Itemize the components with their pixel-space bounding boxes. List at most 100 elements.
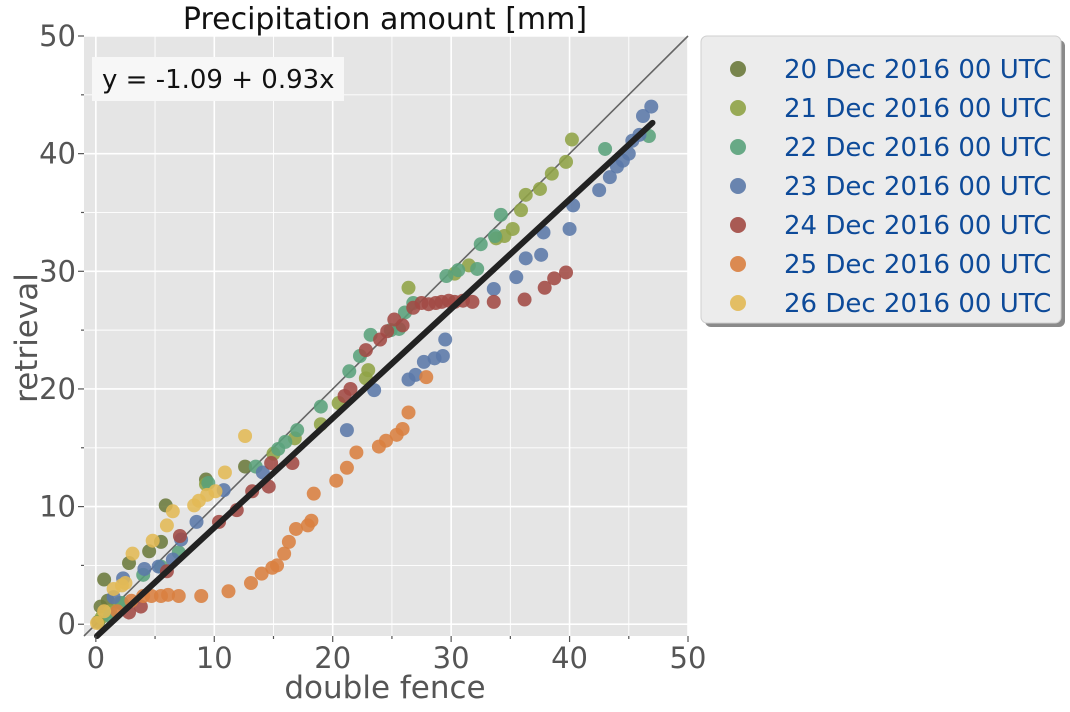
- data-point: [509, 270, 524, 285]
- series-7: [90, 429, 253, 631]
- data-point: [161, 587, 176, 602]
- legend-marker: [730, 139, 746, 155]
- x-axis-title: double fence: [284, 670, 485, 706]
- x-tick-label: 10: [196, 641, 233, 675]
- legend-item: 24 Dec 2016 00 UTC: [730, 211, 1051, 241]
- legend-marker: [730, 217, 746, 233]
- legend-label: 20 Dec 2016 00 UTC: [784, 55, 1051, 85]
- data-point: [194, 589, 209, 603]
- legend-label: 23 Dec 2016 00 UTC: [784, 172, 1051, 202]
- legend-item: 26 Dec 2016 00 UTC: [730, 289, 1051, 319]
- x-tick-label: 50: [670, 641, 707, 675]
- x-tick-labels: 0 10 20 30 40 50: [87, 641, 707, 675]
- annotation-text: y = -1.09 + 0.93x: [102, 65, 335, 95]
- data-point: [165, 504, 180, 519]
- legend-item: 23 Dec 2016 00 UTC: [730, 172, 1051, 202]
- legend-items: 20 Dec 2016 00 UTC 21 Dec 2016 00 UTC 22 D…: [730, 55, 1051, 319]
- legend: 20 Dec 2016 00 UTC 21 Dec 2016 00 UTC 22 D…: [700, 35, 1065, 327]
- data-point: [90, 616, 105, 631]
- data-point: [343, 381, 358, 396]
- data-point: [473, 237, 488, 252]
- legend-marker: [730, 100, 746, 116]
- data-point: [306, 486, 321, 501]
- data-point: [189, 514, 204, 529]
- x-tick-label: 40: [551, 641, 588, 675]
- data-point: [559, 265, 574, 280]
- legend-label: 24 Dec 2016 00 UTC: [784, 211, 1051, 241]
- data-point: [537, 280, 552, 295]
- legend-item: 20 Dec 2016 00 UTC: [730, 55, 1051, 85]
- data-point: [544, 166, 559, 181]
- legend-marker: [730, 295, 746, 311]
- data-point: [602, 170, 617, 185]
- data-point: [395, 318, 410, 333]
- y-tick-label: 30: [39, 254, 76, 288]
- data-point: [125, 546, 140, 561]
- data-point: [465, 294, 480, 309]
- legend-label: 21 Dec 2016 00 UTC: [784, 94, 1051, 124]
- data-point: [534, 247, 549, 262]
- data-point: [172, 529, 187, 543]
- x-tick-label: 20: [314, 641, 351, 675]
- data-point: [142, 544, 157, 559]
- data-point: [221, 584, 236, 599]
- data-point: [408, 367, 423, 382]
- data-point: [339, 423, 354, 438]
- data-point: [238, 459, 253, 474]
- data-point: [380, 324, 395, 339]
- data-point: [277, 546, 292, 561]
- data-point: [439, 269, 454, 283]
- data-point: [438, 332, 453, 347]
- y-tick-label: 50: [39, 19, 76, 53]
- legend-label: 26 Dec 2016 00 UTC: [784, 289, 1051, 319]
- y-tick-label: 0: [58, 607, 76, 641]
- y-axis-title: retrieval: [9, 273, 45, 403]
- data-point: [118, 576, 133, 591]
- data-point: [238, 429, 253, 443]
- y-tick-labels: 0 10 20 30 40 50: [39, 19, 76, 641]
- data-point: [254, 566, 269, 581]
- data-point: [401, 280, 416, 295]
- legend-label: 22 Dec 2016 00 UTC: [784, 133, 1051, 163]
- data-point: [270, 558, 285, 573]
- data-point: [562, 221, 577, 236]
- data-point: [379, 433, 393, 448]
- legend-item: 21 Dec 2016 00 UTC: [730, 94, 1051, 124]
- data-point: [592, 183, 607, 198]
- data-point: [598, 141, 613, 156]
- data-point: [487, 229, 502, 243]
- data-point: [288, 521, 303, 536]
- legend-marker: [730, 61, 746, 77]
- data-point: [171, 589, 186, 603]
- data-point: [208, 484, 223, 499]
- data-point: [395, 421, 410, 436]
- data-point: [145, 533, 160, 548]
- data-point: [518, 187, 533, 202]
- data-point: [304, 513, 319, 528]
- data-points-layer: [90, 99, 659, 631]
- data-point: [532, 181, 547, 196]
- data-point: [358, 343, 373, 358]
- data-point: [97, 604, 112, 619]
- data-point: [349, 445, 364, 460]
- data-point: [401, 405, 416, 420]
- x-tick-label: 0: [87, 641, 105, 675]
- data-point: [518, 251, 533, 266]
- data-point: [517, 292, 532, 307]
- x-tick-label: 30: [433, 641, 470, 675]
- data-point: [159, 518, 174, 533]
- data-point: [644, 99, 659, 114]
- data-point: [217, 465, 232, 480]
- data-point: [451, 263, 466, 278]
- data-point: [547, 271, 562, 286]
- data-point: [486, 294, 501, 309]
- data-point: [264, 456, 279, 471]
- data-point: [243, 576, 258, 591]
- data-point: [435, 349, 450, 363]
- data-point: [339, 460, 354, 475]
- data-point: [514, 203, 529, 218]
- data-point: [493, 207, 508, 222]
- legend-label: 25 Dec 2016 00 UTC: [784, 250, 1051, 280]
- data-point: [290, 423, 305, 438]
